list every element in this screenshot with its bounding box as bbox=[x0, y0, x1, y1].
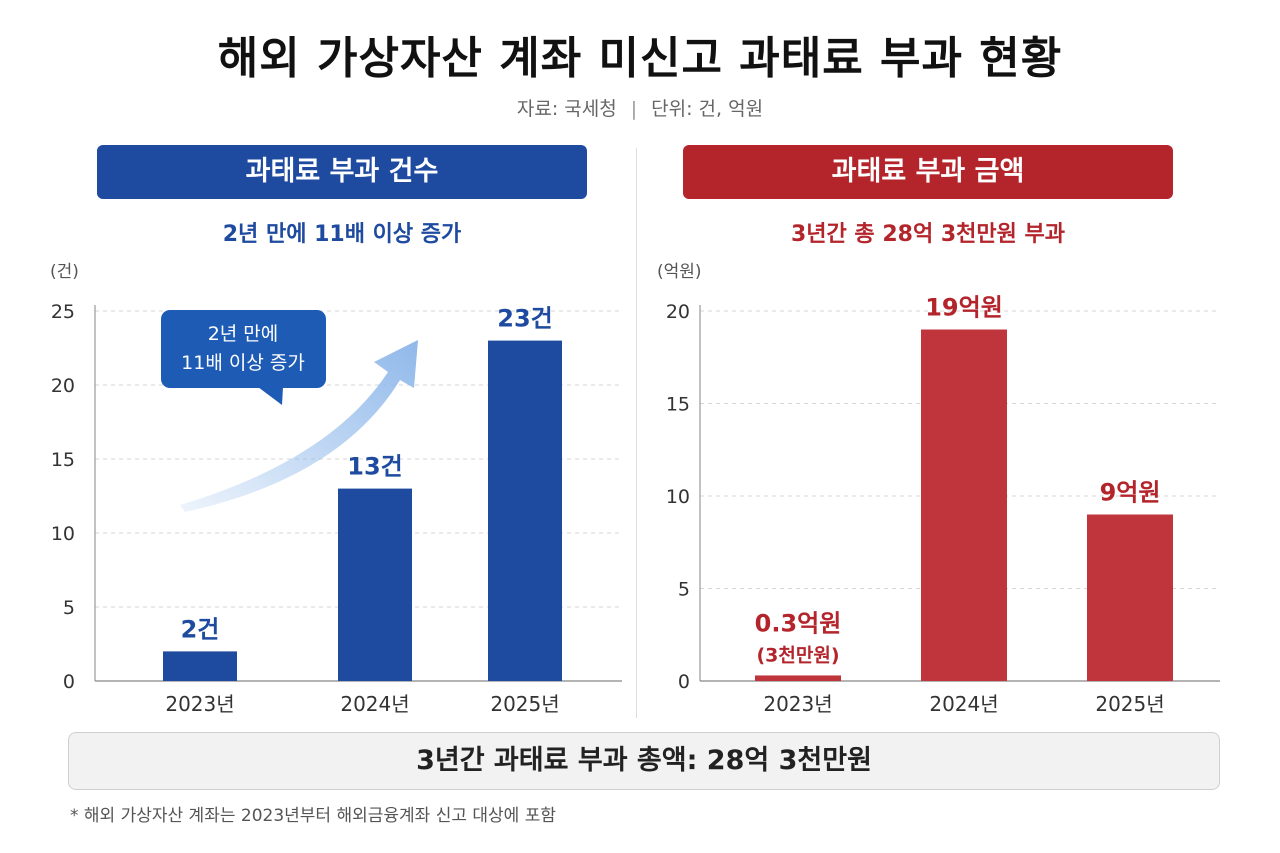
count-data-label: 13건 bbox=[347, 453, 402, 481]
count-y-tick: 0 bbox=[63, 671, 75, 693]
amount-x-tick: 2024년 bbox=[929, 692, 998, 716]
count-y-tick: 15 bbox=[51, 449, 75, 471]
amount-y-tick: 10 bbox=[666, 486, 690, 508]
amount-unit-label: (억원) bbox=[657, 262, 702, 282]
count-bar bbox=[338, 488, 412, 681]
count-x-tick: 2024년 bbox=[340, 692, 409, 716]
count-data-label: 2건 bbox=[181, 615, 220, 643]
count-bar bbox=[163, 651, 237, 681]
growth-arrow-icon bbox=[180, 340, 418, 512]
panel-divider bbox=[636, 148, 637, 718]
annotation-text: 2년 만에 bbox=[208, 323, 279, 345]
right-panel-subtitle: 3년간 총 28억 3천만원 부과 bbox=[790, 222, 1066, 247]
unit-text: 단위: 건, 억원 bbox=[651, 98, 764, 120]
amount-bar bbox=[1087, 514, 1173, 681]
count-bar bbox=[488, 340, 562, 681]
count-y-tick: 25 bbox=[51, 301, 75, 323]
amount-x-tick: 2023년 bbox=[763, 692, 832, 716]
footnote: * 해외 가상자산 계좌는 2023년부터 해외금융계좌 신고 대상에 포함 bbox=[70, 806, 556, 826]
count-y-tick: 5 bbox=[63, 597, 75, 619]
count-x-tick: 2023년 bbox=[165, 692, 234, 716]
page-title: 해외 가상자산 계좌 미신고 과태료 부과 현황 bbox=[217, 33, 1063, 84]
source-separator: | bbox=[630, 98, 638, 120]
amount-y-tick: 15 bbox=[666, 394, 690, 416]
amount-data-label: (3천만원) bbox=[756, 644, 839, 666]
right-panel-header: 과태료 부과 금액 bbox=[683, 145, 1173, 199]
annotation-bubble bbox=[161, 310, 326, 388]
left-panel-header: 과태료 부과 건수 bbox=[97, 145, 587, 199]
annotation-text: 11배 이상 증가 bbox=[181, 352, 305, 374]
total-summary: 3년간 과태료 부과 총액: 28억 3천만원 bbox=[68, 732, 1220, 790]
count-unit-label: (건) bbox=[50, 262, 79, 282]
amount-y-tick: 5 bbox=[678, 579, 690, 601]
annotation-bubble-tail bbox=[258, 387, 283, 405]
count-x-tick: 2025년 bbox=[490, 692, 559, 716]
left-panel-subtitle: 2년 만에 11배 이상 증가 bbox=[222, 222, 462, 247]
source-text: 자료: 국세청 bbox=[516, 98, 617, 120]
amount-data-label: 19억원 bbox=[925, 294, 1003, 322]
amount-bar bbox=[921, 329, 1007, 681]
amount-data-label: 0.3억원 bbox=[755, 609, 842, 637]
count-y-tick: 20 bbox=[51, 375, 75, 397]
amount-y-tick: 20 bbox=[666, 301, 690, 323]
amount-y-tick: 0 bbox=[678, 671, 690, 693]
amount-data-label: 9억원 bbox=[1100, 479, 1161, 507]
amount-bar bbox=[755, 675, 841, 681]
amount-x-tick: 2025년 bbox=[1095, 692, 1164, 716]
source-line: 자료: 국세청 | 단위: 건, 억원 bbox=[0, 94, 1280, 121]
count-y-tick: 10 bbox=[51, 523, 75, 545]
count-data-label: 23건 bbox=[497, 305, 552, 333]
